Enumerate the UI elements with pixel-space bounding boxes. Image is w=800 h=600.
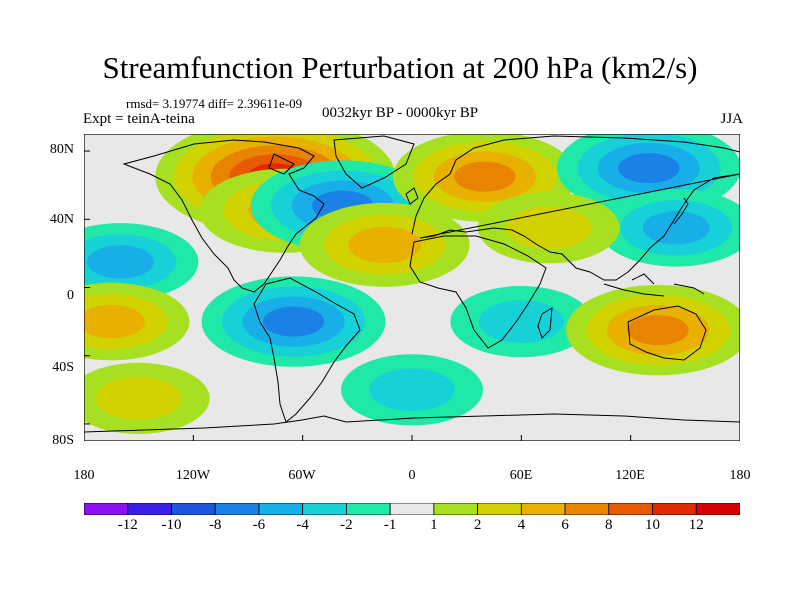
field-feature-8 — [84, 223, 199, 301]
colorbar-swatch — [477, 503, 522, 515]
colorbar-swatch — [564, 503, 610, 515]
contour-band — [478, 300, 564, 343]
coastline-africa — [409, 235, 547, 349]
contour-band — [262, 306, 325, 337]
lat-label-80s: 80S — [52, 433, 74, 448]
contour-band — [96, 377, 182, 420]
field-feature-14 — [341, 354, 483, 426]
lon-label-180w: 180 — [73, 468, 95, 483]
coastline-eurasia — [411, 135, 740, 281]
colorbar-label: -1 — [383, 517, 397, 533]
coastline-australia — [627, 305, 707, 361]
colorbar — [84, 503, 740, 515]
stats-label: rmsd= 3.19774 diff= 2.39611e-09 — [126, 96, 303, 111]
lat-label-40n: 40N — [49, 212, 74, 227]
lon-label-60w: 60W — [288, 468, 316, 483]
colorbar-swatch — [302, 503, 347, 515]
contour-band — [454, 161, 516, 192]
colorbar-swatch — [695, 503, 740, 515]
colorbar-label: -10 — [161, 517, 182, 533]
colorbar-label: 10 — [645, 517, 661, 533]
lat-label-0: 0 — [67, 288, 74, 303]
lon-label-0: 0 — [408, 468, 416, 483]
coastline-madagascar — [537, 307, 553, 339]
colorbar-label: 1 — [430, 517, 438, 533]
lon-label-180e: 180 — [729, 468, 751, 483]
colorbar-label: 4 — [517, 517, 526, 533]
contour-band — [87, 245, 154, 279]
contour-band — [348, 226, 422, 263]
colorbar-label: -6 — [252, 517, 266, 533]
coastline-greenland — [333, 135, 415, 189]
field-feature-12 — [84, 282, 190, 361]
contour-band — [618, 153, 680, 184]
field-feature-9 — [201, 276, 386, 367]
contour-band — [627, 315, 689, 346]
field-feature-7 — [477, 192, 620, 264]
colorbar-label: -2 — [340, 517, 353, 533]
field-feature-13 — [84, 362, 210, 434]
field-feature-3 — [299, 202, 470, 287]
colorbar-label: 6 — [561, 517, 569, 533]
lon-label-120w: 120W — [175, 468, 211, 483]
colorbar-swatch — [389, 503, 435, 515]
colorbar-label: -4 — [296, 517, 309, 533]
coastline-north-america — [122, 139, 325, 293]
coastline-antarctica — [84, 413, 740, 433]
colorbar-swatch — [520, 503, 566, 515]
colorbar-swatch — [127, 503, 172, 515]
colorbar-label: -12 — [117, 517, 138, 533]
lon-label-60e: 60E — [509, 468, 533, 483]
colorbar-swatch — [608, 503, 653, 515]
coastline-south-america — [253, 277, 361, 423]
coastline-japan — [673, 197, 689, 225]
colorbar-label: -8 — [208, 517, 222, 533]
colorbar-swatch — [214, 503, 260, 515]
coastlines — [84, 135, 740, 433]
colorbar-label: 12 — [688, 517, 704, 533]
field-feature-10 — [450, 286, 593, 358]
season-label: JJA — [720, 111, 743, 127]
contour-band — [506, 206, 592, 250]
lat-label-40s: 40S — [52, 360, 74, 375]
contour-band — [84, 304, 145, 339]
colorbar-swatch — [345, 503, 391, 515]
contour-band — [369, 368, 455, 412]
map-plot — [84, 134, 740, 441]
lon-label-120e: 120E — [615, 468, 645, 483]
coastline-british-isles — [405, 187, 419, 205]
colorbar-swatch — [171, 503, 216, 515]
lat-label-80n: 80N — [49, 142, 74, 157]
streamfunction-field — [84, 134, 740, 434]
axis-ticks — [84, 150, 740, 441]
experiment-label: Expt = teinA-teina — [83, 111, 195, 127]
period-label: 0032kyr BP - 0000kyr BP — [322, 105, 479, 121]
colorbar-swatch — [433, 503, 479, 515]
map-title: Streamfunction Perturbation at 200 hPa (… — [102, 50, 698, 85]
coastline-maritime-continent — [603, 273, 705, 297]
colorbar-swatch — [84, 503, 129, 515]
colorbar-swatch — [652, 503, 697, 515]
colorbar-label: 8 — [605, 517, 613, 533]
colorbar-label: 2 — [473, 517, 482, 533]
colorbar-swatch — [258, 503, 304, 515]
contour-band — [642, 211, 710, 245]
